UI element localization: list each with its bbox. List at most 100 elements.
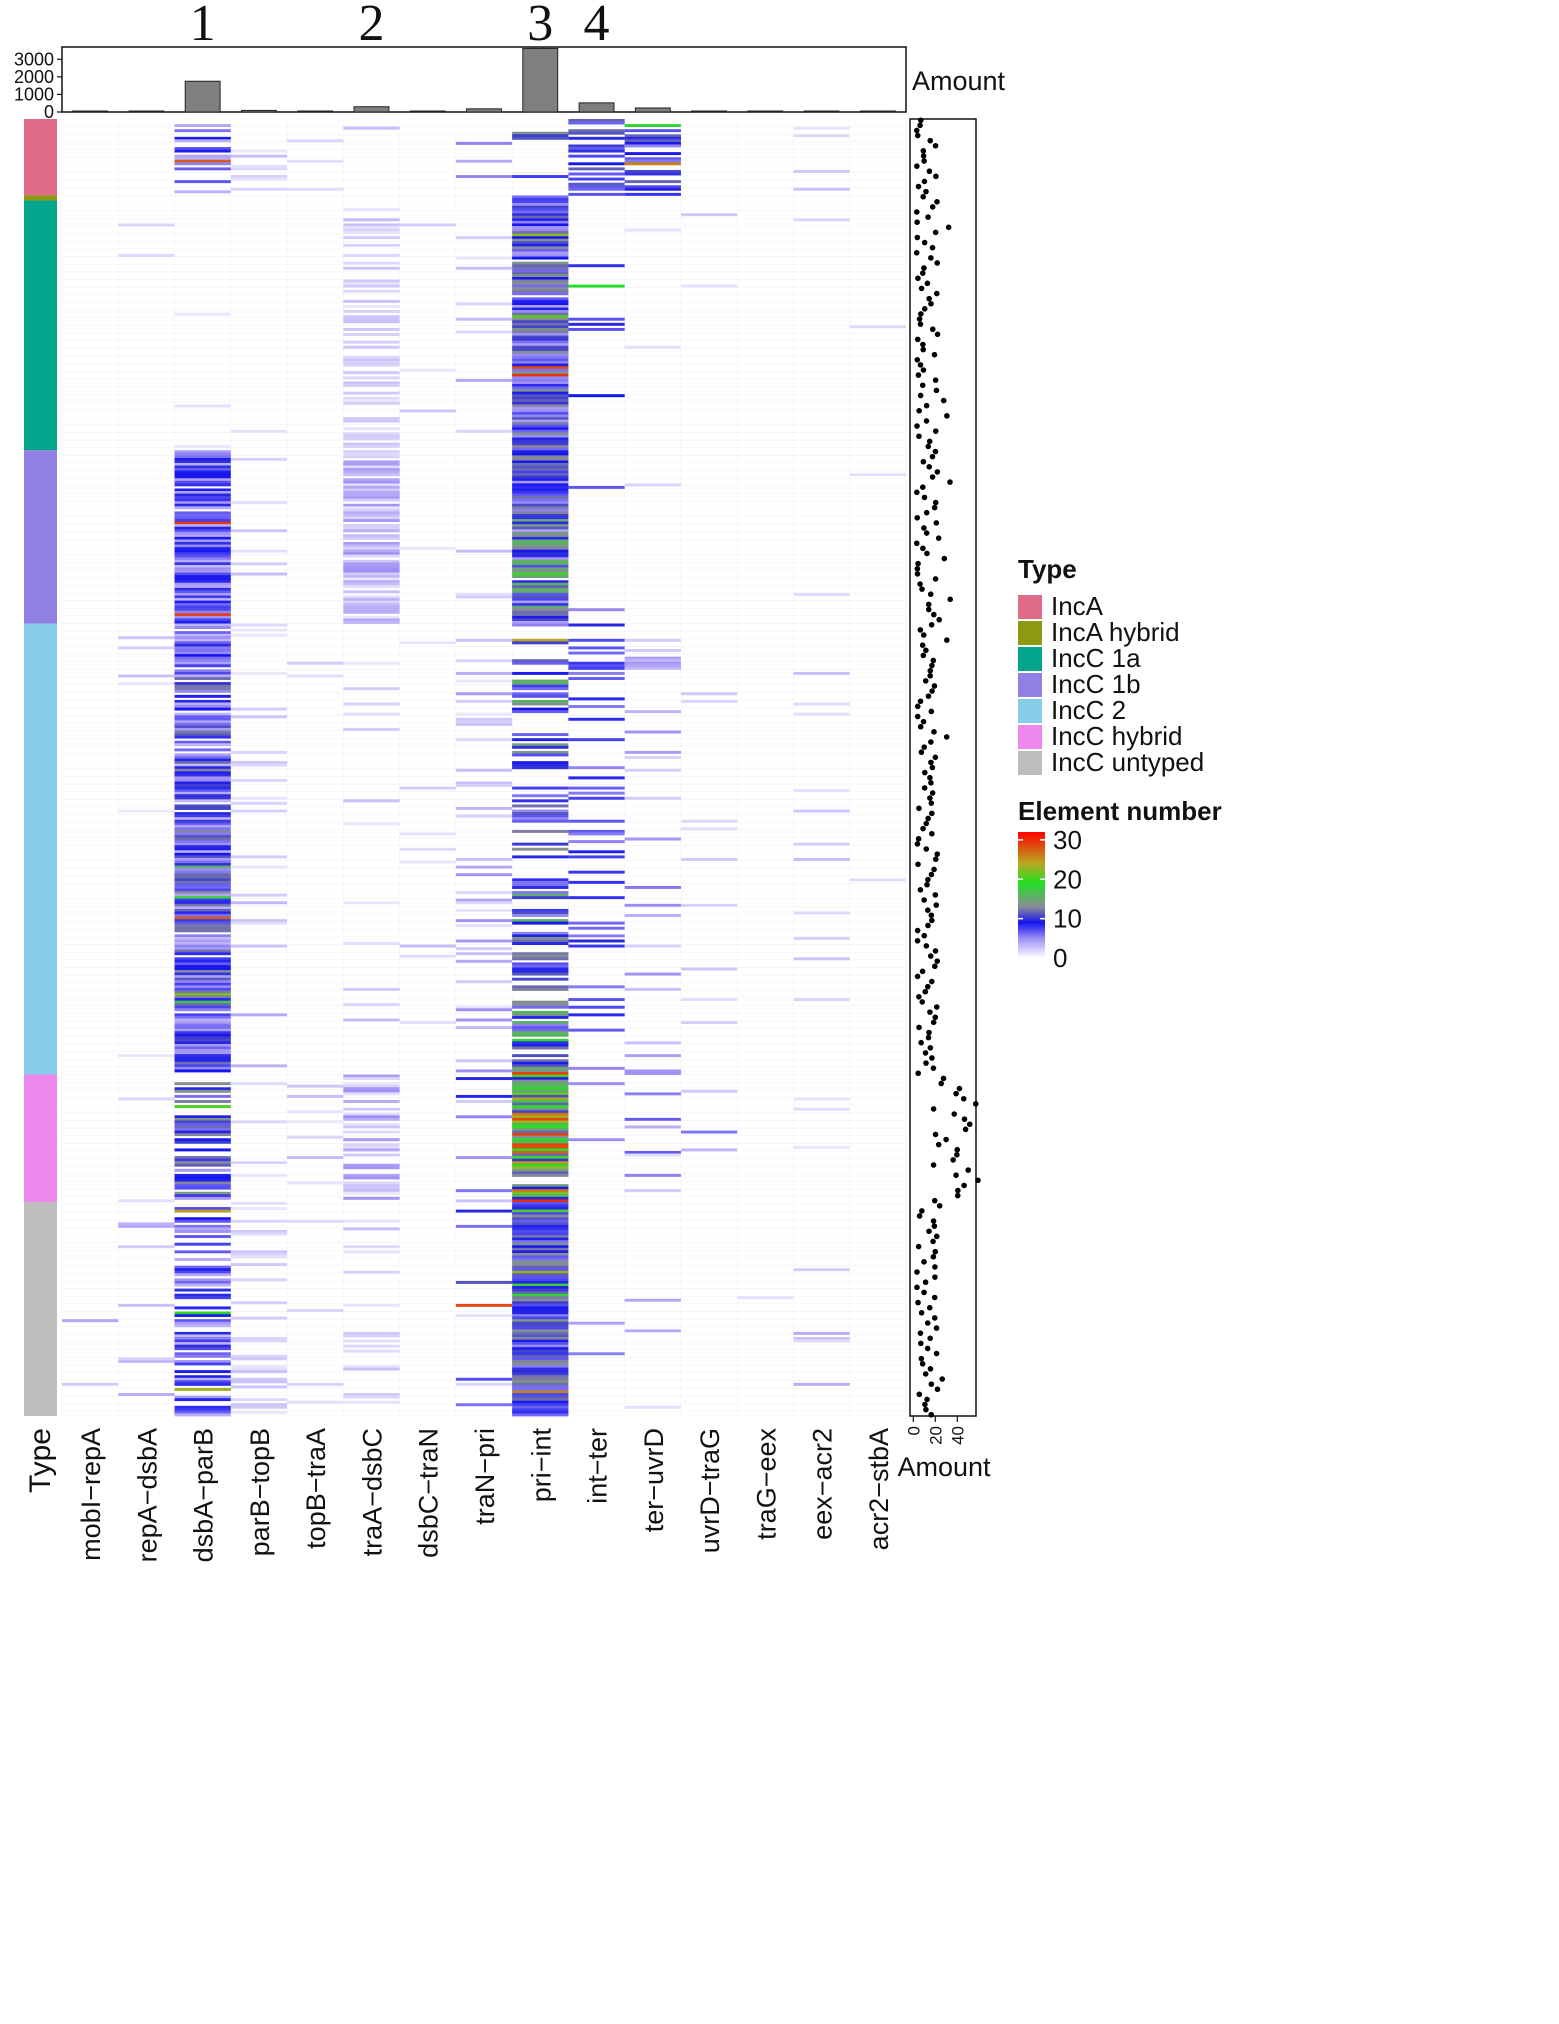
scatter-point [924,1396,930,1403]
scatter-point [922,988,929,995]
heatmap-cell [174,677,231,680]
heatmap-cell [624,730,681,734]
scatter-point [919,968,926,975]
heatmap-cell [512,1199,569,1203]
heatmap-cell [512,1382,569,1386]
scatter-tick-0: 0 [904,1426,923,1435]
scatter-point [939,1376,946,1382]
heatmap-cell [230,572,288,576]
heatmap-cell [512,1133,569,1137]
heatmap-cell [455,317,513,321]
heatmap-cell [230,1365,288,1368]
heatmap-cell [455,1377,513,1381]
heatmap-cell [343,315,400,319]
scatter-point [917,392,924,399]
heatmap-cell [512,638,569,642]
heatmap-cell [512,814,569,818]
heatmap-cell [512,210,569,214]
top-bar-9 [578,102,615,113]
type-sidebar-incc-1a [24,200,57,451]
heatmap-cell [230,1219,288,1223]
heatmap-cell [174,1043,231,1047]
heatmap-cell [174,842,231,846]
heatmap-cell [680,699,738,703]
heatmap-cell [118,1199,175,1203]
heatmap-cell [343,564,400,568]
heatmap-cell [512,1158,569,1162]
heatmap-cell [343,1331,400,1335]
heatmap-cell [343,559,400,563]
heatmap-cell [455,302,513,306]
heatmap-cell [343,208,400,212]
scatter-point [962,1126,969,1133]
heatmap-cell [512,1278,569,1282]
heatmap-cell [399,944,456,948]
heatmap-cell [343,445,400,449]
heatmap-cell [174,180,231,184]
scatter-point [917,627,924,633]
heatmap-cell [343,549,400,553]
heatmap-cell [512,1094,569,1098]
heatmap-cell [399,832,456,836]
scatter-point [943,1136,949,1143]
heatmap-cell [512,1072,569,1075]
heatmap-cell [512,761,569,765]
heatmap-cell [512,547,569,551]
heatmap-cell [174,1229,231,1233]
heatmap-cell [174,705,231,709]
heatmap-cell [512,1130,569,1134]
heatmap-cell [343,524,400,528]
heatmap-cell [624,1329,681,1333]
column-label-7: traN−pri [470,1428,500,1525]
heatmap-cell [230,623,288,627]
scatter-point [928,779,934,786]
scatter-point [966,1121,973,1128]
scatter-point [931,729,937,735]
heatmap-cell [174,806,231,810]
heatmap-cell [512,317,569,321]
heatmap-cell [230,628,288,632]
scatter-point [913,127,920,134]
heatmap-cell [512,1043,569,1047]
heatmap-cell [512,1015,569,1019]
heatmap-cell [624,162,681,166]
heatmap-cell [512,371,569,375]
scatter-point [914,937,921,944]
heatmap-cell [512,203,569,207]
heatmap-cell [343,513,400,517]
heatmap-cell [512,287,569,291]
heatmap-cell [512,1120,569,1124]
heatmap-cell [680,819,738,823]
heatmap-cell [624,972,681,976]
scatter-point [916,1391,923,1398]
heatmap-cell [174,1398,231,1402]
heatmap-cell [230,865,288,869]
scatter-point [926,438,933,445]
heatmap-cell [174,480,231,484]
heatmap-cell [793,169,850,173]
heatmap-cell [512,333,569,336]
heatmap-cell [174,534,231,538]
heatmap-cell [174,776,231,780]
heatmap-cell [455,1005,513,1009]
heatmap-cell [343,987,400,991]
heatmap-cell [512,1074,569,1078]
scatter-point [929,688,935,694]
heatmap-cell [174,536,231,540]
heatmap-cell [568,1066,625,1070]
heatmap-cell [512,1408,569,1412]
scatter-point [933,520,940,526]
heatmap-cell [174,926,231,930]
heatmap-cell [512,931,569,935]
heatmap-cell [568,317,625,321]
scatter-point [914,841,921,847]
heatmap-cell [174,748,231,752]
heatmap-cell [174,531,231,535]
scatter-point [955,1187,961,1194]
heatmap-cell [568,646,625,650]
heatmap-cell [512,1038,569,1042]
heatmap-cell [512,1342,569,1346]
heatmap-cell [512,1357,569,1361]
